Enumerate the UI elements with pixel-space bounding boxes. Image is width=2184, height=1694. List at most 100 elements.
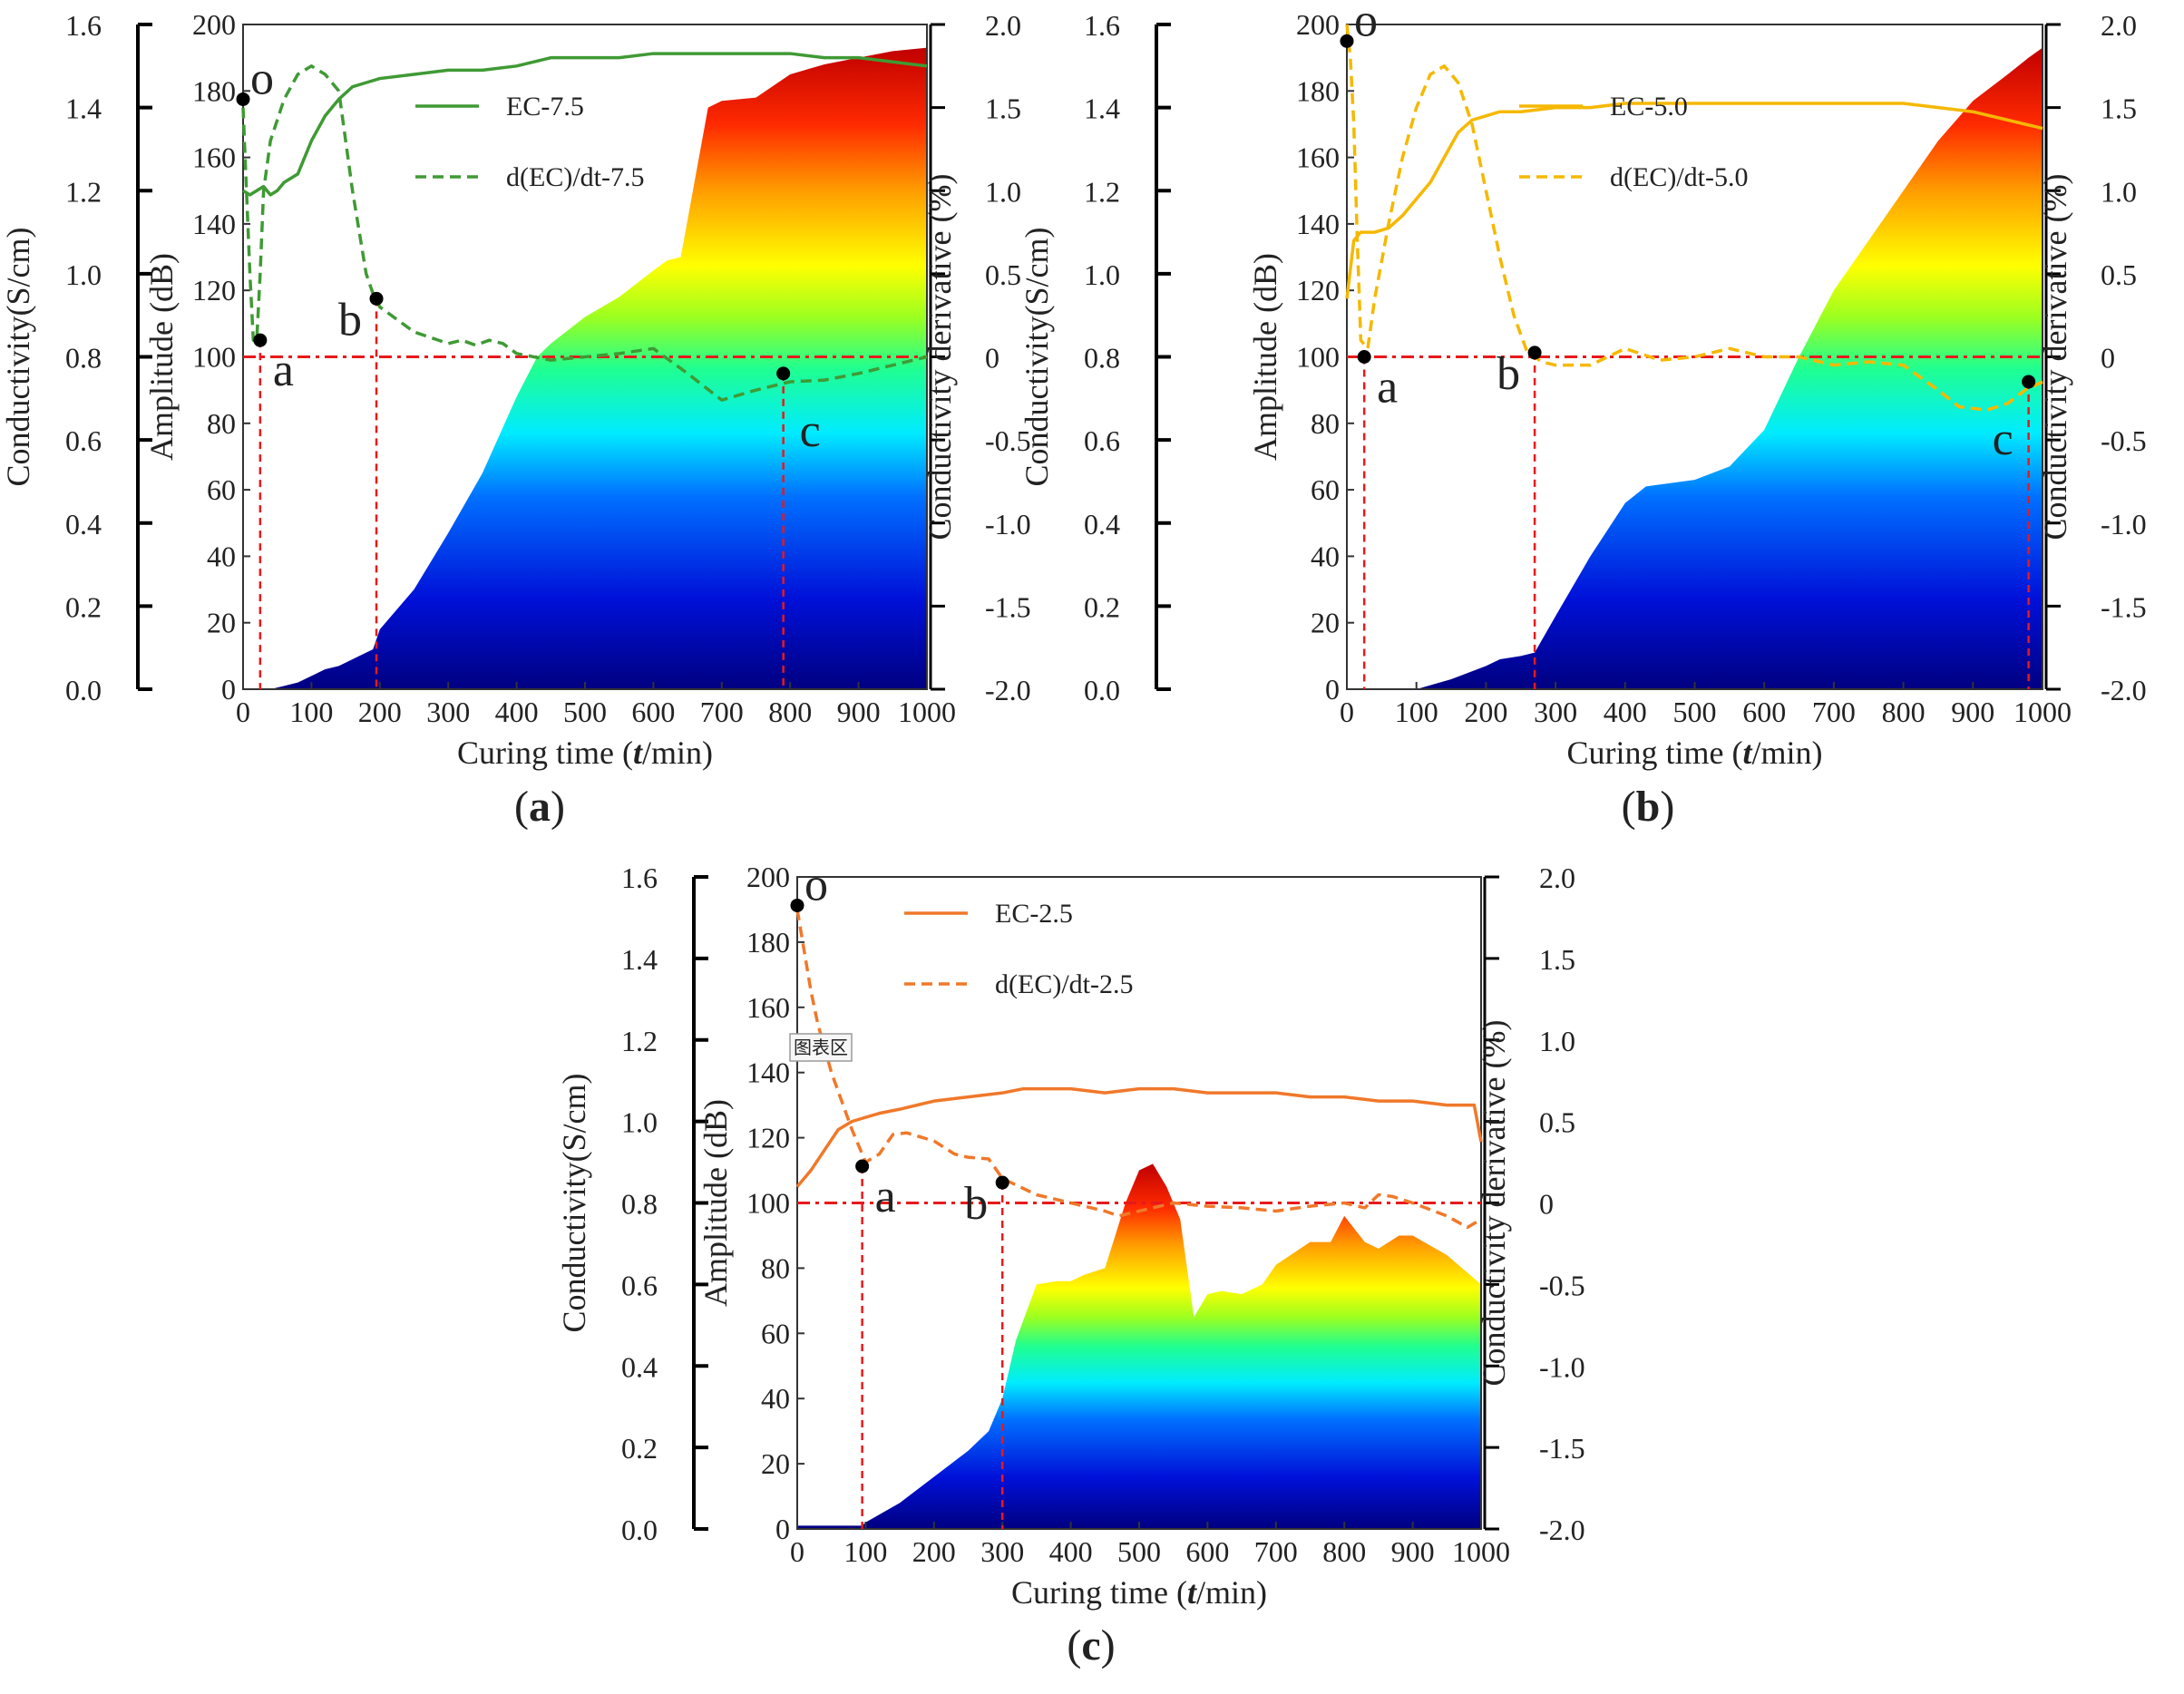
- conductivity-axis-title: Conductivity(S/cm): [556, 1074, 592, 1333]
- conductivity-tick-label: 0.0: [621, 1514, 658, 1546]
- point-marker: [369, 291, 384, 306]
- amplitude-tick-label: 160: [746, 991, 790, 1024]
- derivative-line: [241, 64, 928, 402]
- x-axis-title-suffix: /min): [1196, 1574, 1267, 1611]
- tooltip-box: [789, 1033, 853, 1062]
- derivative-tick-label: -2.0: [985, 674, 1031, 706]
- amplitude-tick-label: 80: [761, 1251, 790, 1284]
- x-tick-label: 500: [1673, 696, 1717, 728]
- amplitude-tick-label: 160: [1296, 141, 1340, 174]
- amplitude-tick-label: 140: [1296, 208, 1340, 240]
- conductivity-tick-label: 0.8: [1084, 342, 1120, 375]
- conductivity-tick-label: 0.0: [65, 674, 102, 706]
- conductivity-tick-label: 0.6: [65, 424, 102, 457]
- amplitude-axis-title: Amplitude (dB): [143, 253, 180, 461]
- x-tick-label: 0: [236, 696, 250, 728]
- panel-label-close: ): [551, 783, 565, 831]
- conductivity-tick-label: 0.4: [65, 508, 102, 540]
- tooltip-text: 图表区: [794, 1037, 848, 1058]
- conductivity-tick-label: 1.0: [1084, 258, 1120, 291]
- amplitude-tick-label: 60: [207, 473, 236, 506]
- point-marker: [253, 333, 268, 347]
- amplitude-tick-label: 120: [746, 1122, 790, 1154]
- derivative-tick-label: 1.0: [2101, 175, 2137, 208]
- x-tick-label: 800: [768, 696, 812, 728]
- conductivity-tick-label: 1.4: [621, 943, 658, 976]
- conductivity-tick-label: 1.2: [1084, 175, 1120, 208]
- conductivity-tick-label: 1.2: [65, 175, 102, 208]
- panel-label-letter: b: [1636, 783, 1661, 831]
- x-tick-label: 1000: [2013, 696, 2072, 728]
- point-marker: [2022, 375, 2036, 389]
- panel-label-letter: a: [529, 783, 551, 831]
- conductivity-tick-label: 0.6: [621, 1269, 658, 1301]
- x-axis-title-prefix: Curing time (: [1011, 1574, 1187, 1611]
- amplitude-tick-label: 80: [207, 407, 236, 440]
- x-tick-label: 200: [358, 696, 402, 728]
- derivative-tick-label: -2.0: [1539, 1514, 1585, 1546]
- amplitude-tick-label: 140: [746, 1056, 790, 1089]
- panel-label-close: ): [1660, 783, 1674, 831]
- derivative-tick-label: 0.5: [1539, 1106, 1575, 1139]
- x-tick-label: 500: [1117, 1535, 1161, 1568]
- point-label-a: a: [1377, 362, 1398, 414]
- amplitude-tick-label: 180: [192, 74, 236, 107]
- conductivity-tick-label: 0.2: [65, 590, 102, 623]
- amplitude-tick-label: 40: [761, 1382, 790, 1415]
- x-tick-label: 600: [1185, 1535, 1229, 1568]
- derivative-tick-label: 0: [985, 342, 999, 375]
- point-label-b: b: [338, 294, 362, 346]
- x-tick-label: 400: [1604, 696, 1647, 728]
- x-axis-title-prefix: Curing time (: [457, 735, 633, 771]
- x-tick-label: 500: [563, 696, 607, 728]
- amplitude-tick-label: 40: [1311, 540, 1340, 572]
- conductivity-tick-label: 1.2: [621, 1025, 658, 1057]
- panel-a: 0 100 200 300 400 500 600 700 800 900 100002040608…: [0, 8, 1031, 831]
- conductivity-tick-label: 1.6: [65, 9, 102, 42]
- x-tick-label: 100: [289, 696, 333, 728]
- x-tick-label: 900: [837, 696, 881, 728]
- amplitude-axis-title: Amplitude (dB): [1247, 253, 1283, 461]
- derivative-tick-label: 0.5: [985, 258, 1021, 291]
- x-tick-label: 800: [1322, 1535, 1366, 1568]
- amplitude-tick-label: 180: [746, 926, 790, 959]
- legend-label-derivative: d(EC)/dt-7.5: [506, 162, 644, 192]
- derivative-tick-label: -0.5: [1539, 1269, 1585, 1301]
- x-tick-label: 300: [980, 1535, 1024, 1568]
- x-tick-label: 800: [1882, 696, 1926, 728]
- panel-c: 0 100 200 300 400 500 600 700 800 900 100002040608…: [556, 859, 1585, 1670]
- point-label-b: b: [964, 1178, 988, 1230]
- x-tick-label: 0: [1340, 696, 1354, 728]
- amplitude-tick-label: 0: [775, 1513, 790, 1545]
- panel-label-open: (: [1067, 1621, 1081, 1670]
- amplitude-tick-label: 140: [192, 208, 236, 240]
- x-tick-label: 400: [495, 696, 539, 728]
- conductivity-tick-label: 1.4: [65, 92, 102, 125]
- x-axis-title: Curing time (t/min): [457, 735, 713, 771]
- amplitude-tick-label: 200: [746, 861, 790, 893]
- amplitude-tick-label: 120: [1296, 274, 1340, 307]
- amplitude-axis-title: Amplitude (dB): [697, 1099, 734, 1307]
- x-tick-label: 300: [426, 696, 470, 728]
- point-label-o: o: [250, 53, 274, 104]
- panel-label: (c): [1067, 1621, 1115, 1670]
- derivative-tick-label: 2.0: [2101, 9, 2137, 42]
- x-axis-title-suffix: /min): [1752, 735, 1823, 771]
- amplitude-tick-label: 20: [207, 607, 236, 639]
- x-tick-label: 400: [1049, 1535, 1093, 1568]
- derivative-tick-label: -1.5: [1539, 1432, 1585, 1465]
- amplitude-tick-label: 0: [221, 673, 236, 706]
- conductivity-axis-title: Conductivity(S/cm): [0, 228, 36, 487]
- point-label-o: o: [1354, 0, 1378, 46]
- x-tick-label: 200: [912, 1535, 956, 1568]
- x-tick-label: 700: [700, 696, 744, 728]
- derivative-tick-label: 1.0: [1539, 1025, 1575, 1057]
- derivative-axis-title: Conductivity derivative (%): [2037, 174, 2073, 540]
- conductivity-tick-label: 0.0: [1084, 674, 1120, 706]
- legend-label-ec: EC-2.5: [995, 899, 1073, 929]
- x-tick-label: 1000: [898, 696, 956, 728]
- legend-label-ec: EC-7.5: [506, 92, 584, 122]
- conductivity-tick-label: 1.0: [65, 258, 102, 291]
- x-axis-title-variable: t: [1742, 735, 1752, 771]
